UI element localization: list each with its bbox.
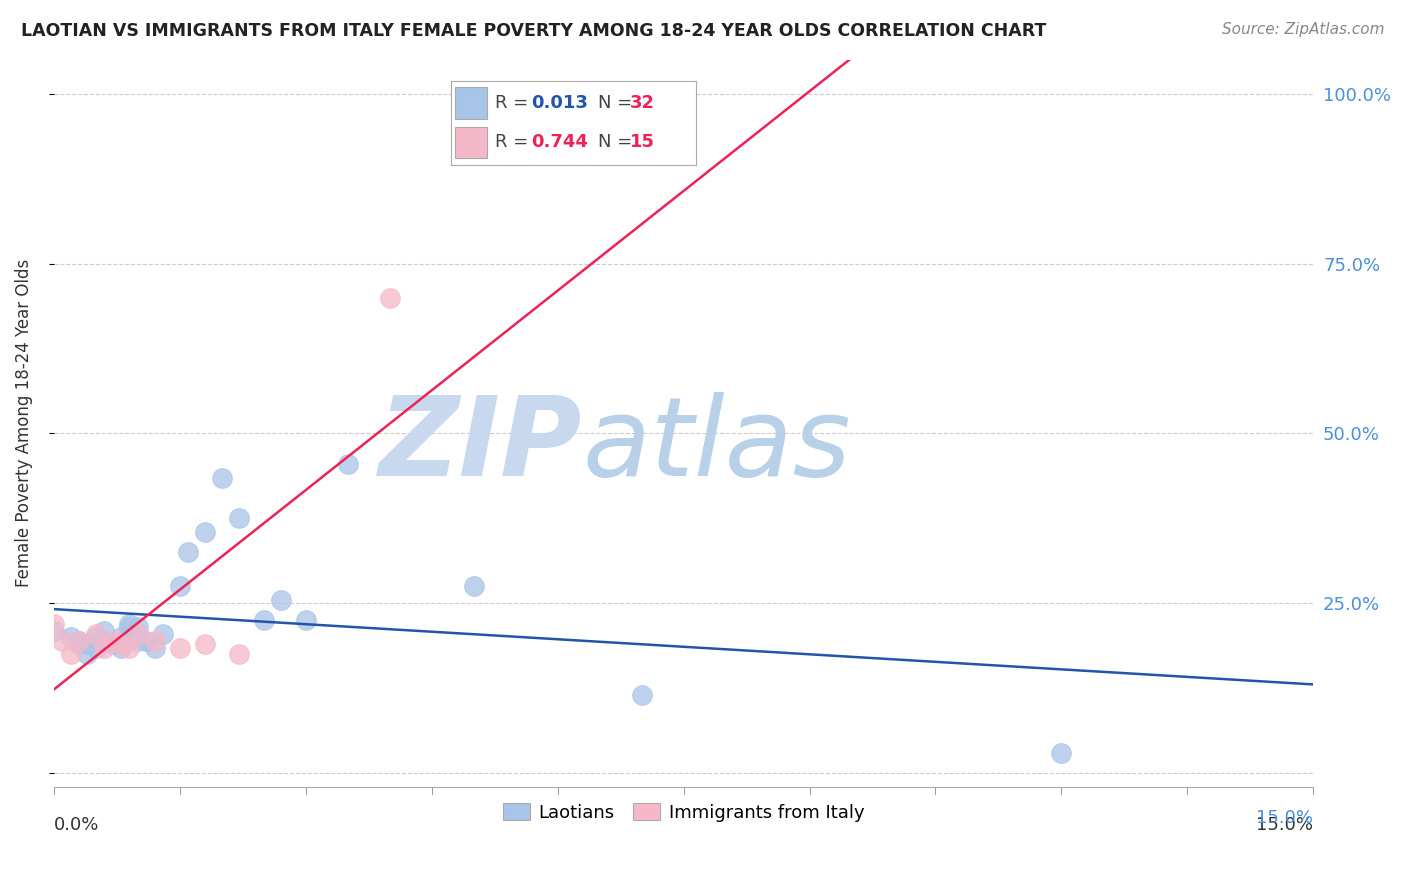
Point (143, 633, 166, 648)
Point (42, 616, 65, 631)
Point (93, 633, 115, 648)
Point (143, 640, 166, 655)
Point (194, 524, 217, 539)
Point (135, 633, 157, 648)
Point (152, 627, 174, 641)
Point (630, 688, 652, 702)
Point (93, 624, 115, 638)
Point (118, 616, 141, 631)
Point (84, 640, 107, 655)
Point (51, 633, 73, 648)
Text: ZIP: ZIP (380, 392, 583, 499)
Point (67, 637, 90, 651)
Point (101, 637, 124, 651)
Point (59, 648, 82, 662)
Point (253, 614, 276, 628)
Point (59, 631, 82, 645)
Point (294, 614, 316, 628)
Point (463, 579, 485, 593)
Point (110, 640, 132, 655)
Point (101, 633, 124, 648)
Text: Source: ZipAtlas.com: Source: ZipAtlas.com (1222, 22, 1385, 37)
Point (1050, 746, 1073, 760)
Text: atlas: atlas (583, 392, 852, 499)
Point (177, 545, 200, 559)
Point (76, 648, 98, 662)
Point (127, 633, 149, 648)
Point (211, 470, 233, 484)
Point (270, 593, 292, 607)
Point (169, 579, 191, 593)
Point (228, 511, 250, 525)
Point (378, 291, 401, 305)
Text: LAOTIAN VS IMMIGRANTS FROM ITALY FEMALE POVERTY AMONG 18-24 YEAR OLDS CORRELATIO: LAOTIAN VS IMMIGRANTS FROM ITALY FEMALE … (21, 22, 1046, 40)
Point (42, 624, 65, 638)
Y-axis label: Female Poverty Among 18-24 Year Olds: Female Poverty Among 18-24 Year Olds (15, 260, 32, 588)
Point (194, 637, 217, 651)
Point (67, 633, 90, 648)
Point (84, 627, 107, 641)
Point (93, 640, 115, 655)
Point (228, 648, 250, 662)
Point (67, 633, 90, 648)
Text: 15.0%: 15.0% (1257, 809, 1313, 827)
Text: 15.0%: 15.0% (1257, 816, 1313, 834)
Point (110, 631, 132, 645)
Point (118, 620, 141, 634)
Point (336, 457, 359, 471)
Point (169, 640, 191, 655)
Point (127, 620, 149, 634)
Point (127, 627, 149, 641)
Point (118, 640, 141, 655)
Point (76, 637, 98, 651)
Legend: Laotians, Immigrants from Italy: Laotians, Immigrants from Italy (495, 796, 872, 829)
Point (84, 631, 107, 645)
Point (110, 637, 132, 651)
Text: 0.0%: 0.0% (53, 816, 100, 834)
